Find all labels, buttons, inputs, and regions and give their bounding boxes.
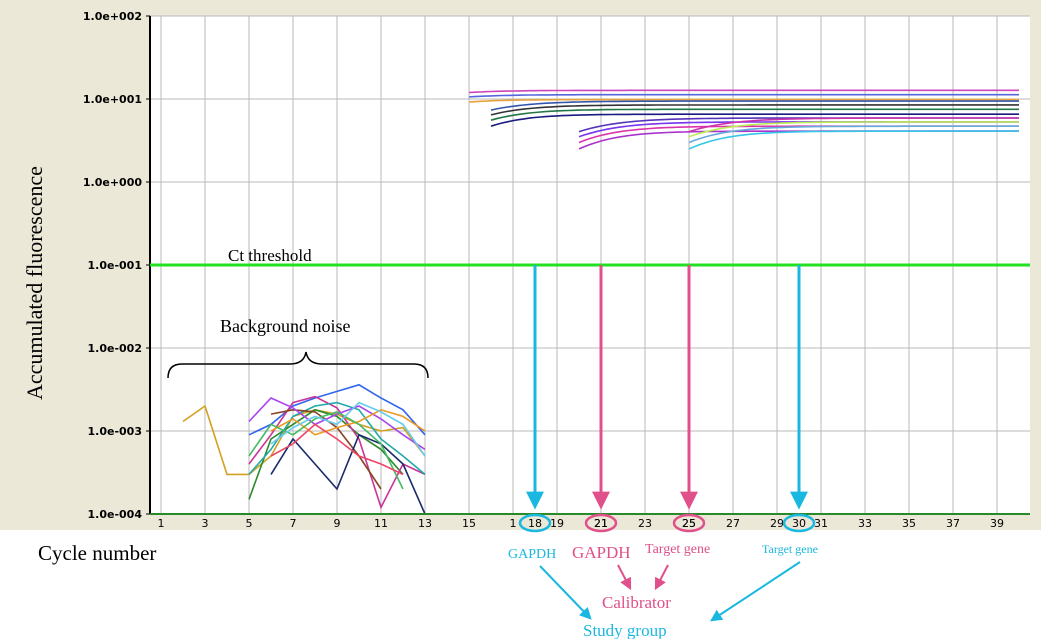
amplification-curve — [468, 89, 1019, 94]
x-tick-label: 9 — [334, 517, 341, 530]
amplification-curve — [490, 108, 1019, 121]
noise-series-line — [270, 401, 426, 457]
x-tick-label: 19 — [550, 517, 564, 530]
y-tick-label: 1.0e-001 — [88, 259, 142, 272]
amplification-curve — [490, 113, 1019, 127]
study-group-label: Study group — [583, 621, 667, 639]
x-tick-label: 3 — [202, 517, 209, 530]
noise-series-line — [248, 411, 404, 490]
amplification-curve — [688, 121, 1019, 138]
noise-series-line — [270, 433, 426, 515]
ct-value-label: 25 — [682, 517, 696, 530]
x-tick-label: 37 — [946, 517, 960, 530]
noise-series-line — [270, 423, 404, 476]
x-tick-label: 15 — [462, 517, 476, 530]
ct-markers: 18 21 25 30 — [518, 265, 816, 533]
calibrator-arrow-2 — [654, 564, 669, 591]
calibrator-label: Calibrator — [602, 593, 671, 612]
ct-value-label: 18 — [528, 517, 542, 530]
amplification-curve — [468, 93, 1019, 98]
x-tick-label: 13 — [418, 517, 432, 530]
y-axis-title: Accumulated fluorescence — [22, 166, 47, 400]
noise-series-line — [248, 397, 426, 451]
x-tick-label: 11 — [374, 517, 388, 530]
gapdh-study-label: GAPDH — [508, 547, 556, 562]
target-gene-calibrator-label: Target gene — [645, 542, 710, 557]
y-tick-label: 1.0e+002 — [83, 10, 142, 23]
x-tick-label: 5 — [246, 517, 253, 530]
x-tick-label: 1 — [510, 517, 517, 530]
background-noise-label: Background noise — [220, 316, 350, 336]
x-tick-label: 21 — [594, 517, 608, 530]
study-group-arrow-1 — [539, 565, 592, 620]
y-tick-label: 1.0e-002 — [88, 342, 142, 355]
amplification-curve — [688, 130, 1019, 150]
y-tick-label: 1.0e-003 — [88, 425, 142, 438]
amplification-series — [468, 89, 1019, 150]
amplification-curve — [490, 104, 1019, 116]
target-gene-study-label: Target gene — [762, 542, 818, 556]
x-tick-labels: 1 3 5 7 9 11 13 15 1 19 21 23 25 27 29 31 33 35 37 39 — [158, 517, 1005, 530]
x-tick-label: 39 — [990, 517, 1004, 530]
amplification-curve — [490, 100, 1019, 111]
x-tick-label: 35 — [902, 517, 916, 530]
gapdh-calibrator-label: GAPDH — [572, 543, 631, 562]
ct-circle — [672, 513, 706, 533]
x-axis-title: Cycle number — [38, 541, 156, 565]
study-group-arrow-2 — [709, 561, 801, 622]
noise-series-line — [248, 383, 426, 436]
ct-circle — [584, 513, 618, 533]
y-tick-label: 1.0e+000 — [83, 176, 142, 189]
noise-series-line — [248, 408, 404, 500]
amplification-curve — [688, 117, 1019, 133]
x-tick-label: 27 — [726, 517, 740, 530]
x-tick-label: 31 — [814, 517, 828, 530]
y-tick-label: 1.0e-004 — [88, 508, 143, 521]
ct-circle — [782, 513, 816, 533]
x-tick-label: 1 — [158, 517, 165, 530]
x-tick-label: 29 — [770, 517, 784, 530]
noise-series-line — [248, 395, 426, 510]
noise-series-line — [182, 404, 426, 476]
ct-value-label: 21 — [594, 517, 608, 530]
amplification-curve — [468, 98, 1019, 103]
noise-series — [182, 383, 426, 515]
ct-value-label: 30 — [792, 517, 806, 530]
y-tick-label: 1.0e+001 — [83, 93, 142, 106]
noise-series-line — [270, 408, 426, 436]
calibrator-arrow-1 — [617, 564, 632, 591]
background-noise-bracket — [167, 351, 429, 379]
x-tick-label: 7 — [290, 517, 297, 530]
ct-threshold-label: Ct threshold — [228, 246, 312, 265]
x-tick-label: 25 — [682, 517, 696, 530]
y-tick-labels: 1.0e-004 1.0e-003 1.0e-002 1.0e-001 1.0e+000… — [83, 10, 150, 521]
ct-circle — [518, 513, 552, 533]
amplification-curve — [688, 125, 1019, 144]
x-tick-label: 33 — [858, 517, 872, 530]
x-tick-label: 23 — [638, 517, 652, 530]
